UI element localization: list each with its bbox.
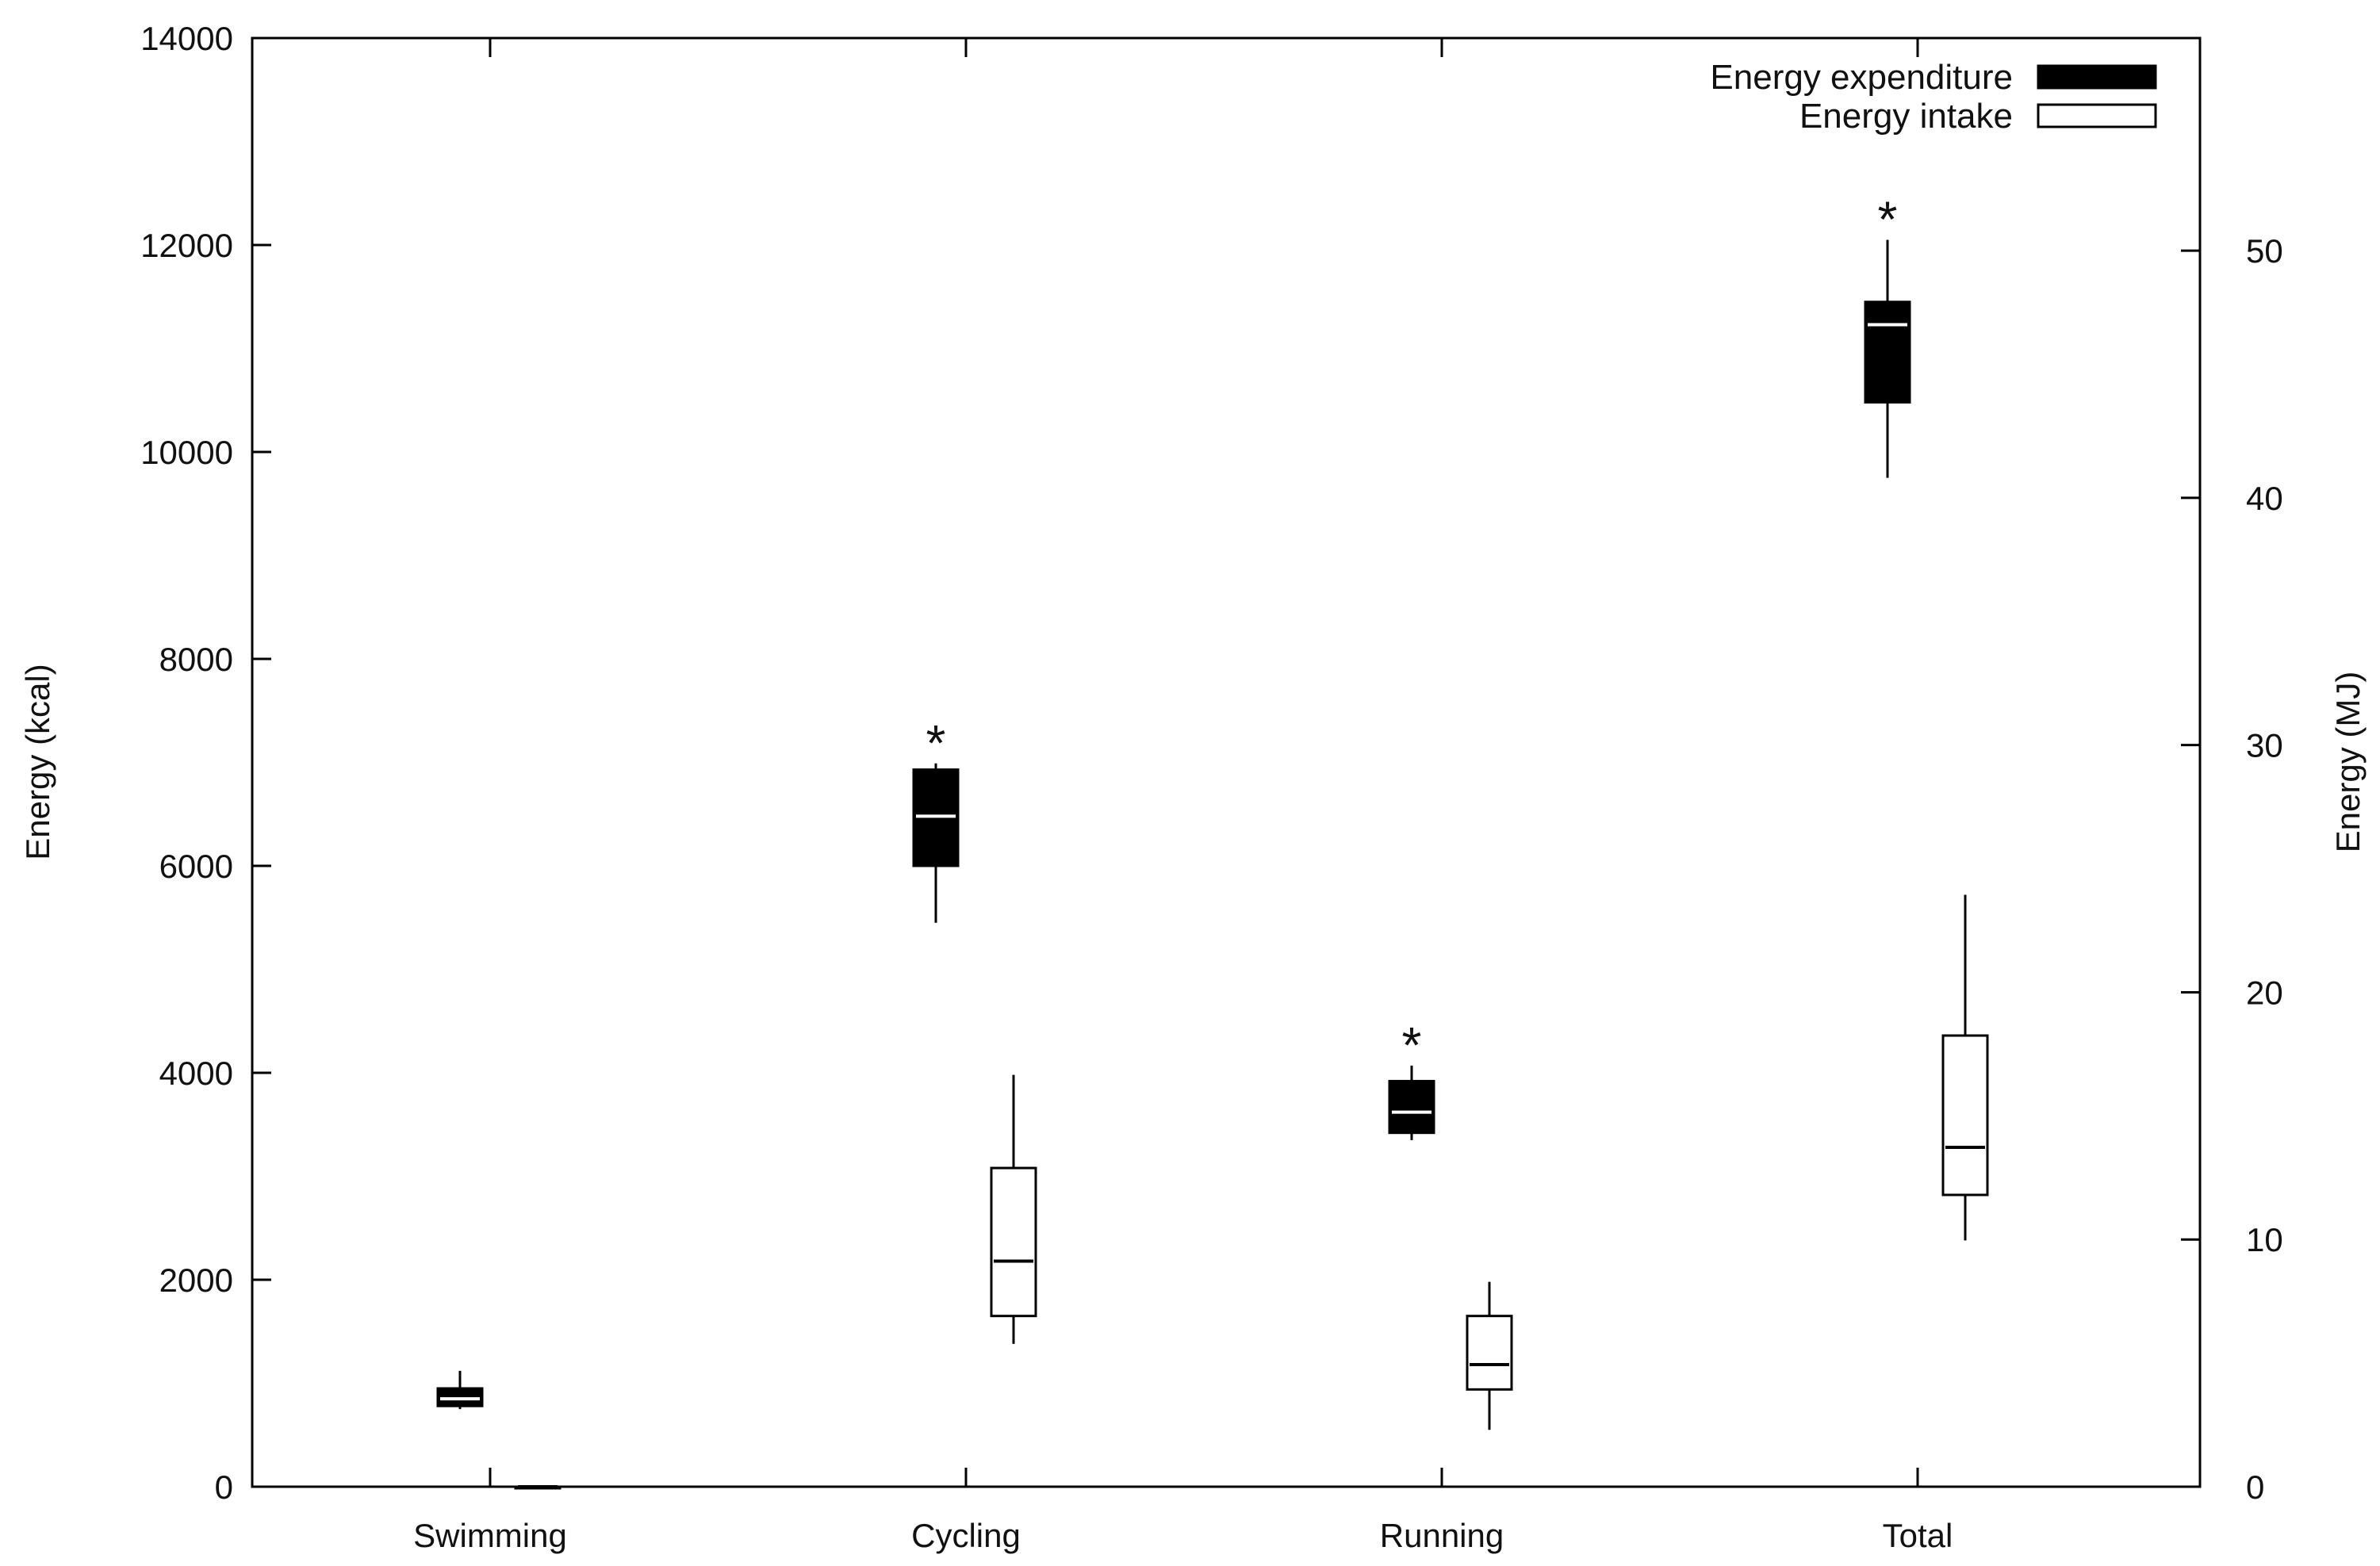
y2-tick-label: 20 (2246, 974, 2283, 1011)
y-tick-label: 8000 (159, 641, 233, 678)
y-tick-label: 2000 (159, 1262, 233, 1299)
box-body (1941, 1034, 1989, 1197)
box-body (990, 1166, 1037, 1318)
y-tick-label: 6000 (159, 848, 233, 885)
y2-axis-title: Energy (MJ) (2329, 672, 2367, 853)
box-layer: * * * (436, 190, 1989, 1490)
x-tick-label: Swimming (413, 1517, 567, 1554)
box-body (1466, 1315, 1513, 1391)
tick-layer: 0 2000 4000 6000 8000 10000 12000 14000 0 10 20 30 4… (140, 20, 2283, 1554)
box-energy-expenditure-cycling: * (912, 714, 960, 923)
legend-label-energy-intake: Energy intake (1799, 97, 2013, 136)
box-energy-expenditure-swimming (436, 1370, 484, 1410)
box-energy-intake-total (1941, 894, 1989, 1241)
y2-tick-label: 40 (2246, 480, 2283, 517)
x-tick-label: Total (1883, 1517, 1953, 1554)
y-tick-label: 10000 (140, 434, 233, 471)
y-axis-title: Energy (kcal) (19, 664, 56, 860)
plot-frame (251, 36, 2202, 1488)
y2-tick-label: 0 (2246, 1468, 2264, 1506)
y-tick-label: 4000 (159, 1055, 233, 1092)
box-energy-intake-running (1466, 1281, 1513, 1430)
x-tick-label: Running (1380, 1517, 1504, 1554)
significance-star: * (1878, 190, 1898, 247)
legend: Energy expenditure Energy intake (1710, 58, 2157, 136)
significance-star: * (926, 714, 946, 772)
legend-swatch-energy-intake (2037, 103, 2157, 128)
box-body (1864, 301, 1911, 404)
box-energy-expenditure-total: * (1864, 190, 1911, 478)
box-energy-expenditure-running: * (1388, 1017, 1435, 1140)
legend-label-energy-expenditure: Energy expenditure (1710, 58, 2013, 97)
box-energy-intake-cycling (990, 1074, 1037, 1344)
y2-tick-label: 10 (2246, 1221, 2283, 1258)
x-tick-label: Cycling (911, 1517, 1021, 1554)
legend-swatch-energy-expenditure (2037, 64, 2157, 90)
box-body (1388, 1079, 1435, 1135)
y-tick-label: 0 (215, 1468, 233, 1506)
significance-star: * (1402, 1017, 1422, 1074)
y-tick-label: 14000 (140, 20, 233, 57)
y-tick-label: 12000 (140, 227, 233, 264)
y2-tick-label: 30 (2246, 727, 2283, 764)
y2-tick-label: 50 (2246, 232, 2283, 270)
